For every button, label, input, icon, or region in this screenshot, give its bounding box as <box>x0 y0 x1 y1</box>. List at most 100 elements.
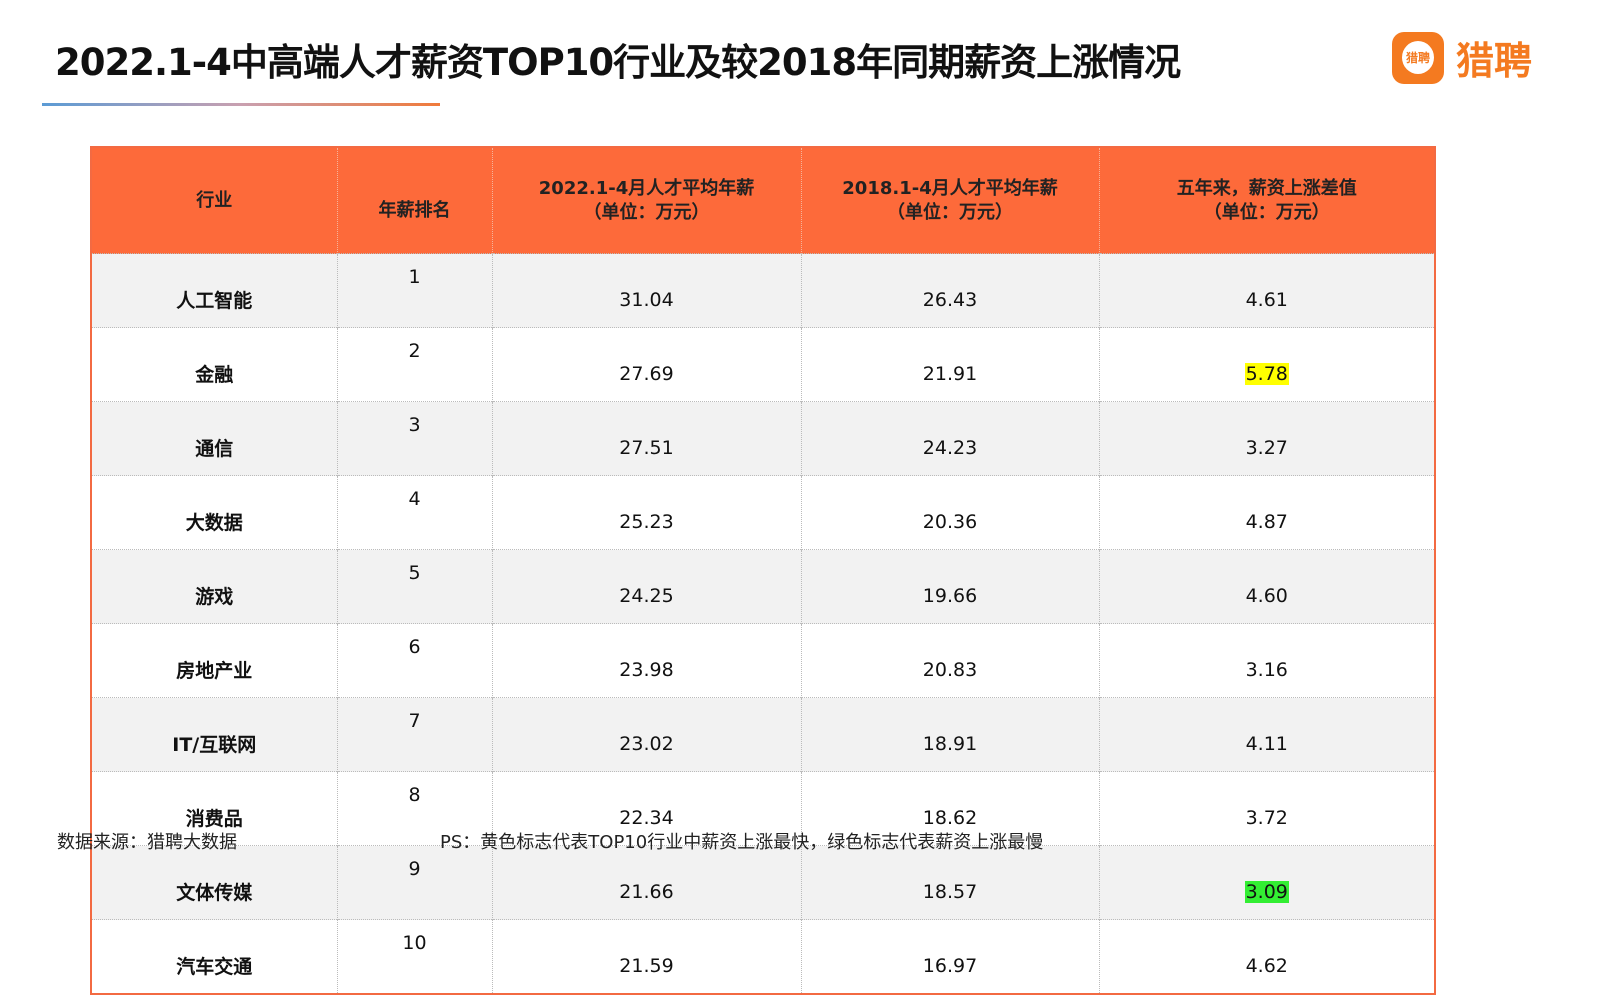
column-header: 2018.1-4月人才平均年薪 （单位：万元） <box>800 147 1099 254</box>
salary-2022-cell: 21.59 <box>491 919 801 994</box>
industry-cell: IT/互联网 <box>90 697 337 772</box>
cell-value: 4.60 <box>1245 584 1288 607</box>
cell-value: 4.62 <box>1245 954 1288 977</box>
industry-cell: 文体传媒 <box>90 845 337 920</box>
increase-cell: 4.62 <box>1098 919 1435 994</box>
table-row: 人工智能 1 31.04 26.43 4.61 <box>90 253 1435 328</box>
cell-value: 房地产业 <box>176 660 253 682</box>
cell-value: 4.11 <box>1245 732 1288 755</box>
rank-cell: 1 <box>336 253 492 328</box>
salary-2018-cell: 20.83 <box>800 623 1099 698</box>
rank-cell: 8 <box>336 771 492 846</box>
table-row: 大数据 4 25.23 20.36 4.87 <box>90 475 1435 550</box>
cell-value: 大数据 <box>185 512 243 534</box>
cell-value: 2 <box>408 340 421 362</box>
salary-2018-cell: 19.66 <box>800 549 1099 624</box>
cell-value: 16.97 <box>922 954 978 977</box>
column-header: 五年来，薪资上涨差值 （单位：万元） <box>1098 147 1435 254</box>
cell-value: 7 <box>408 710 421 732</box>
rank-cell: 5 <box>336 549 492 624</box>
cell-value: 18.62 <box>922 806 978 829</box>
salary-2018-cell: 24.23 <box>800 401 1099 476</box>
footnote: PS：黄色标志代表TOP10行业中薪资上涨最快，绿色标志代表薪资上涨最慢 <box>440 832 1044 853</box>
salary-2022-cell: 21.66 <box>491 845 801 920</box>
cell-value: 游戏 <box>195 586 234 608</box>
table-row: 房地产业 6 23.98 20.83 3.16 <box>90 623 1435 698</box>
industry-cell: 房地产业 <box>90 623 337 698</box>
industry-cell: 汽车交通 <box>90 919 337 994</box>
cell-value: 金融 <box>195 364 234 386</box>
salary-2018-cell: 18.57 <box>800 845 1099 920</box>
cell-value: 21.91 <box>922 362 978 385</box>
cell-value: 通信 <box>195 438 234 460</box>
salary-2018-cell: 26.43 <box>800 253 1099 328</box>
cell-value: 20.83 <box>922 658 978 681</box>
increase-cell: 3.16 <box>1098 623 1435 698</box>
increase-cell: 3.27 <box>1098 401 1435 476</box>
salary-2018-cell: 18.91 <box>800 697 1099 772</box>
table-row: IT/互联网 7 23.02 18.91 4.11 <box>90 697 1435 772</box>
cell-value: 10 <box>402 932 427 954</box>
cell-value: 5 <box>408 562 421 584</box>
cell-value: IT/互联网 <box>172 734 257 756</box>
column-header: 2022.1-4月人才平均年薪 （单位：万元） <box>491 147 801 254</box>
cell-value: 消费品 <box>185 808 243 830</box>
salary-2022-cell: 22.34 <box>491 771 801 846</box>
increase-cell: 5.78 <box>1098 327 1435 402</box>
cell-value: 26.43 <box>922 288 978 311</box>
cell-value: 20.36 <box>922 510 978 533</box>
increase-cell: 4.11 <box>1098 697 1435 772</box>
title-underline <box>42 103 440 106</box>
increase-cell: 3.72 <box>1098 771 1435 846</box>
cell-value: 8 <box>408 784 421 806</box>
industry-cell: 金融 <box>90 327 337 402</box>
salary-table: 行业 年薪排名 2022.1-4月人才平均年薪 （单位：万元） 2018.1-4月人才… <box>90 146 1436 995</box>
salary-2022-cell: 24.25 <box>491 549 801 624</box>
data-source: 数据来源：猎聘大数据 <box>57 832 237 853</box>
cell-value: 汽车交通 <box>176 956 253 978</box>
increase-cell: 4.60 <box>1098 549 1435 624</box>
cell-value: 4 <box>408 488 421 510</box>
table-row: 文体传媒 9 21.66 18.57 3.09 <box>90 845 1435 920</box>
cell-value: 22.34 <box>619 806 674 829</box>
liepin-logo: 猎聘 猎聘 <box>1392 30 1532 85</box>
table-row: 汽车交通 10 21.59 16.97 4.62 <box>90 919 1435 994</box>
cell-value: 3.27 <box>1245 436 1288 459</box>
cell-value: 3.16 <box>1245 658 1288 681</box>
table-row: 金融 2 27.69 21.91 5.78 <box>90 327 1435 402</box>
cell-value: 19.66 <box>922 584 978 607</box>
cell-value: 18.57 <box>922 880 978 903</box>
cell-value: 21.59 <box>619 954 674 977</box>
cell-value: 4.61 <box>1245 288 1288 311</box>
highlighted-value: 5.78 <box>1244 362 1289 385</box>
cell-value: 1 <box>408 266 421 288</box>
liepin-logo-icon: 猎聘 <box>1392 31 1444 84</box>
cell-value: 27.69 <box>619 362 674 385</box>
rank-cell: 6 <box>336 623 492 698</box>
highlighted-value: 3.09 <box>1244 880 1289 903</box>
salary-2022-cell: 27.69 <box>491 327 801 402</box>
cell-value: 人工智能 <box>176 290 253 312</box>
cell-value: 21.66 <box>619 880 674 903</box>
industry-cell: 人工智能 <box>90 253 337 328</box>
industry-cell: 消费品 <box>90 771 337 846</box>
salary-2018-cell: 18.62 <box>800 771 1099 846</box>
cell-value: 25.23 <box>619 510 674 533</box>
column-header: 年薪排名 <box>336 147 492 254</box>
salary-2018-cell: 20.36 <box>800 475 1099 550</box>
cell-value: 文体传媒 <box>176 882 253 904</box>
salary-2018-cell: 16.97 <box>800 919 1099 994</box>
rank-cell: 7 <box>336 697 492 772</box>
rank-cell: 9 <box>336 845 492 920</box>
cell-value: 4.87 <box>1245 510 1288 533</box>
cell-value: 24.25 <box>619 584 674 607</box>
industry-cell: 游戏 <box>90 549 337 624</box>
cell-value: 3 <box>408 414 421 436</box>
table-row: 消费品 8 22.34 18.62 3.72 <box>90 771 1435 846</box>
increase-cell: 4.61 <box>1098 253 1435 328</box>
page-title: 2022.1-4中高端人才薪资TOP10行业及较2018年同期薪资上涨情况 <box>55 41 1181 84</box>
logo-text: 猎聘 <box>1456 39 1533 83</box>
rank-cell: 10 <box>336 919 492 994</box>
cell-value: 24.23 <box>922 436 978 459</box>
table-row: 游戏 5 24.25 19.66 4.60 <box>90 549 1435 624</box>
